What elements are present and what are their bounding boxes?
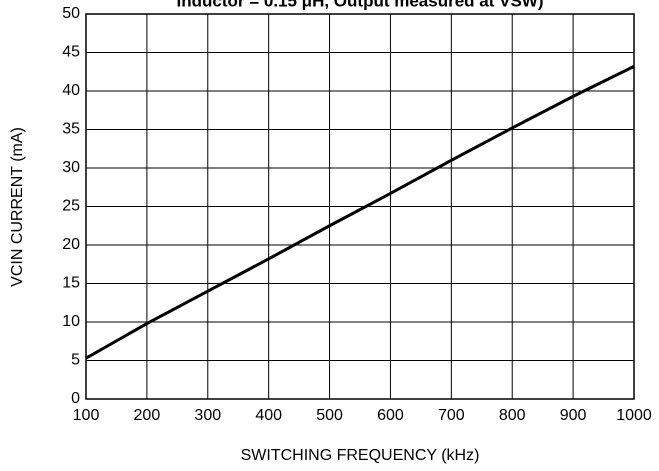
y-tick-label: 10	[62, 313, 80, 330]
y-tick-label: 30	[62, 159, 80, 176]
x-tick-label: 700	[438, 407, 465, 424]
data-line	[85, 65, 635, 360]
plot-frame	[85, 13, 635, 400]
y-tick-label: 50	[62, 5, 80, 22]
chart-title: Inductor = 0.15 μH, Output measured at V…	[177, 0, 544, 10]
y-tick-label: 25	[62, 198, 80, 215]
x-axis-label: SWITCHING FREQUENCY (kHz)	[241, 447, 480, 464]
x-tick-label: 600	[377, 407, 404, 424]
x-tick-label: 800	[499, 407, 526, 424]
y-tick-label: 40	[62, 82, 80, 99]
y-axis-label: VCIN CURRENT (mA)	[9, 127, 26, 287]
y-tick-label: 5	[71, 352, 80, 369]
y-tick-label: 15	[62, 275, 80, 292]
y-tick-label: 35	[62, 121, 80, 138]
y-tick-label: 0	[71, 390, 80, 407]
x-tick-label: 200	[134, 407, 161, 424]
x-tick-label: 900	[560, 407, 587, 424]
x-tick-label: 500	[316, 407, 343, 424]
x-tick-label: 1000	[616, 407, 652, 424]
x-tick-label: 100	[73, 407, 100, 424]
y-tick-label: 20	[62, 236, 80, 253]
x-tick-label: 300	[194, 407, 221, 424]
x-tick-label: 400	[255, 407, 282, 424]
y-tick-label: 45	[62, 44, 80, 61]
